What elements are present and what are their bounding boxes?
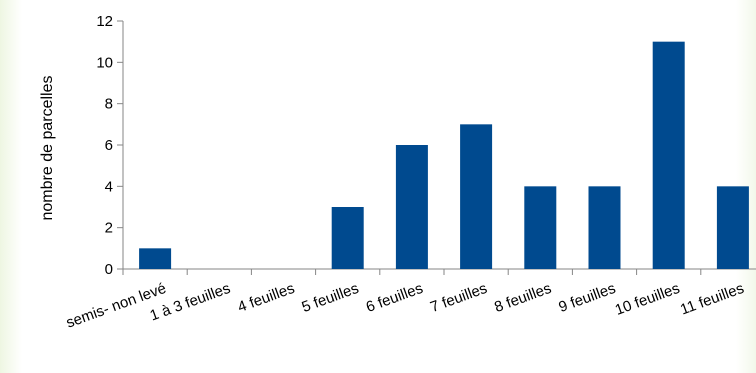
y-axis-title: nombre de parcelles <box>39 76 56 221</box>
y-tick-label: 4 <box>105 178 113 195</box>
y-tick-label: 2 <box>105 220 113 237</box>
y-tick-label: 8 <box>105 96 113 113</box>
y-tick-label: 0 <box>105 261 113 278</box>
bar <box>716 186 749 269</box>
bar <box>588 186 621 269</box>
y-tick-label: 12 <box>96 13 113 30</box>
x-tick-label: 4 feuilles <box>235 280 296 316</box>
x-tick-label: 11 feuilles <box>678 280 746 319</box>
x-tick-label: 7 feuilles <box>428 280 489 316</box>
bar <box>524 186 557 269</box>
bar <box>331 207 364 269</box>
x-tick-label: 9 feuilles <box>556 280 617 316</box>
x-tick-label: 5 feuilles <box>300 280 361 316</box>
bar <box>395 145 428 269</box>
y-axis: 0 2 4 6 8 10 12 <box>96 13 124 278</box>
x-tick-label: 10 feuilles <box>613 280 682 319</box>
y-tick-label: 10 <box>96 54 113 71</box>
bar <box>460 124 493 269</box>
bar <box>652 41 685 269</box>
bars <box>139 41 749 269</box>
x-tick-label: 6 feuilles <box>364 280 425 316</box>
x-tick-label: 8 feuilles <box>492 280 553 316</box>
y-tick-label: 6 <box>105 137 113 154</box>
bar <box>139 248 172 269</box>
